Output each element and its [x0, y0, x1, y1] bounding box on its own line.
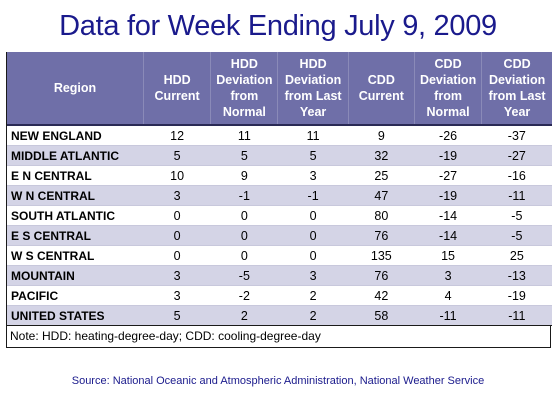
value-cell: 5: [277, 145, 349, 166]
value-cell: 0: [277, 225, 349, 246]
column-header-2: HDD Deviation from Normal: [210, 52, 278, 126]
value-cell: -37: [481, 124, 552, 146]
value-cell: -16: [481, 165, 552, 186]
value-cell: 9: [348, 124, 415, 146]
chart-title: Data for Week Ending July 9, 2009: [59, 10, 497, 42]
value-cell: 2: [210, 305, 278, 326]
table-row: NEW ENGLAND 12 11 11 9 -26 -37: [7, 124, 552, 146]
value-cell: 15: [414, 245, 482, 266]
table-row: W S CENTRAL 0 0 0 135 15 25: [7, 245, 552, 266]
column-header-3: HDD Deviation from Last Year: [277, 52, 349, 126]
value-cell: 135: [348, 245, 415, 266]
value-cell: 0: [143, 245, 211, 266]
value-cell: 5: [143, 145, 211, 166]
value-cell: -27: [414, 165, 482, 186]
value-cell: -1: [210, 185, 278, 206]
value-cell: -14: [414, 205, 482, 226]
table-row: MIDDLE ATLANTIC 5 5 5 32 -19 -27: [7, 145, 552, 166]
value-cell: 2: [277, 305, 349, 326]
value-cell: 3: [414, 265, 482, 286]
value-cell: 3: [143, 265, 211, 286]
table-note: Note: HDD: heating-degree-day; CDD: cool…: [7, 326, 550, 348]
value-cell: -11: [481, 305, 552, 326]
data-table-container: Region HDD Current HDD Deviation from Norm…: [6, 52, 552, 348]
value-cell: 9: [210, 165, 278, 186]
value-cell: 3: [277, 265, 349, 286]
region-cell: W S CENTRAL: [7, 245, 144, 266]
table-row: MOUNTAIN 3 -5 3 76 3 -13: [7, 265, 552, 286]
value-cell: 42: [348, 285, 415, 306]
column-header-4: CDD Current: [347, 52, 415, 126]
value-cell: 0: [277, 205, 349, 226]
value-cell: 12: [143, 124, 211, 146]
value-cell: 0: [277, 245, 349, 266]
data-table: Region HDD Current HDD Deviation from Norm…: [7, 52, 552, 326]
value-cell: 11: [277, 124, 349, 146]
region-cell: NEW ENGLAND: [7, 124, 144, 146]
region-cell: MIDDLE ATLANTIC: [7, 145, 144, 166]
table-header-row: Region HDD Current HDD Deviation from Norm…: [7, 52, 552, 126]
table-row: SOUTH ATLANTIC 0 0 0 80 -14 -5: [7, 205, 552, 226]
table-row: UNITED STATES 5 2 2 58 -11 -11: [7, 305, 552, 326]
value-cell: 0: [143, 205, 211, 226]
region-cell: PACIFIC: [7, 285, 144, 306]
value-cell: 11: [210, 124, 278, 146]
value-cell: 0: [143, 225, 211, 246]
value-cell: 3: [143, 285, 211, 306]
value-cell: 47: [348, 185, 415, 206]
value-cell: -14: [414, 225, 482, 246]
value-cell: -5: [481, 225, 552, 246]
value-cell: 3: [143, 185, 211, 206]
value-cell: -19: [414, 185, 482, 206]
value-cell: -5: [481, 205, 552, 226]
column-header-0: Region: [7, 52, 144, 126]
value-cell: 25: [348, 165, 415, 186]
region-cell: SOUTH ATLANTIC: [7, 205, 144, 226]
region-cell: UNITED STATES: [7, 305, 144, 326]
region-cell: W N CENTRAL: [7, 185, 144, 206]
value-cell: 10: [143, 165, 211, 186]
value-cell: 0: [210, 245, 278, 266]
value-cell: -13: [481, 265, 552, 286]
region-cell: E N CENTRAL: [7, 165, 144, 186]
value-cell: -11: [481, 185, 552, 206]
value-cell: -1: [277, 185, 349, 206]
table-row: W N CENTRAL 3 -1 -1 47 -19 -11: [7, 185, 552, 206]
value-cell: 58: [348, 305, 415, 326]
value-cell: 5: [210, 145, 278, 166]
value-cell: -5: [210, 265, 278, 286]
value-cell: -11: [414, 305, 482, 326]
column-header-6: CDD Deviation from Last Year: [481, 52, 552, 126]
value-cell: 5: [143, 305, 211, 326]
value-cell: 2: [277, 285, 349, 306]
table-body: NEW ENGLAND 12 11 11 9 -26 -37 MIDDLE ATLANTIC 5…: [7, 124, 552, 326]
value-cell: -19: [414, 145, 482, 166]
value-cell: -19: [481, 285, 552, 306]
value-cell: 32: [348, 145, 415, 166]
table-row: E S CENTRAL 0 0 0 76 -14 -5: [7, 225, 552, 246]
region-cell: E S CENTRAL: [7, 225, 144, 246]
source-credit: Source: National Oceanic and Atmospheric…: [71, 375, 485, 387]
value-cell: 76: [348, 225, 415, 246]
value-cell: 80: [348, 205, 415, 226]
value-cell: -26: [414, 124, 482, 146]
value-cell: 0: [210, 225, 278, 246]
table-row: E N CENTRAL 10 9 3 25 -27 -16: [7, 165, 552, 186]
table-row: PACIFIC 3 -2 2 42 4 -19: [7, 285, 552, 306]
value-cell: -2: [210, 285, 278, 306]
column-header-1: HDD Current: [142, 52, 211, 126]
region-cell: MOUNTAIN: [7, 265, 144, 286]
value-cell: 3: [277, 165, 349, 186]
value-cell: 0: [210, 205, 278, 226]
value-cell: 4: [414, 285, 482, 306]
value-cell: -27: [481, 145, 552, 166]
column-header-5: CDD Deviation from Normal: [413, 52, 482, 126]
value-cell: 76: [348, 265, 415, 286]
value-cell: 25: [481, 245, 552, 266]
